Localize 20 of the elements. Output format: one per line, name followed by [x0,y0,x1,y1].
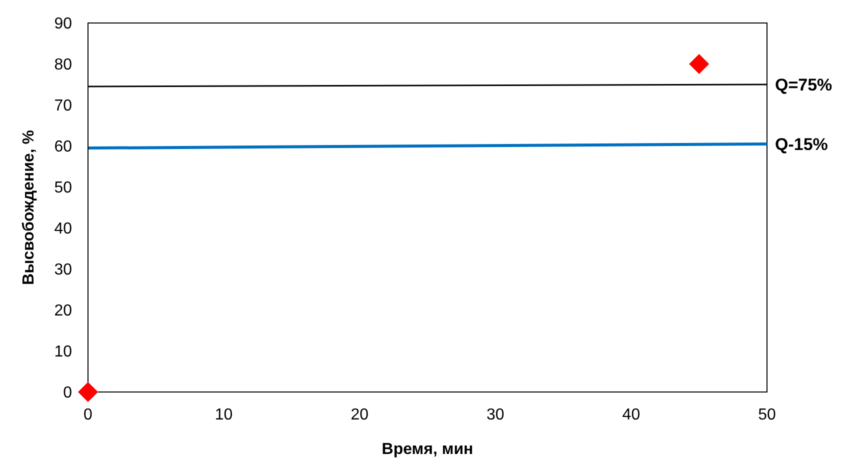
y-tick-label: 70 [54,98,72,115]
annotation: Q=75% [775,76,832,95]
x-axis-title: Время, мин [382,441,474,458]
y-tick-label: 50 [54,180,72,197]
y-tick-label: 0 [63,384,72,402]
y-tick-label: 30 [54,262,72,279]
annotation: Q-15% [775,134,828,154]
y-tick-label: 40 [54,220,72,238]
y-tick-label: 20 [54,302,72,320]
x-tick-label: 0 [84,406,93,424]
y-tick-label: 80 [54,56,72,74]
x-tick-label: 50 [758,406,776,424]
x-tick-label: 40 [622,406,640,424]
y-axis-title: Высвобождение, % [20,130,38,285]
x-tick-label: 30 [486,406,504,424]
x-tick-label: 20 [350,406,369,424]
y-tick-label: 90 [54,16,72,33]
y-tick-label: 60 [54,138,72,156]
x-tick-label: 10 [214,406,233,424]
y-tick-label: 10 [54,344,72,361]
